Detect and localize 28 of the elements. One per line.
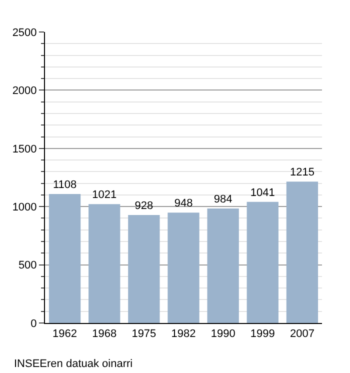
y-tick-label: 2500	[12, 26, 37, 39]
data-label: 1108	[52, 179, 77, 192]
data-label: 1215	[290, 166, 314, 179]
x-tick-label: 1975	[132, 328, 156, 340]
y-tick-label: 2000	[12, 85, 37, 98]
x-tick-label: 1982	[171, 328, 196, 340]
bar	[128, 214, 160, 323]
y-tick-label: 0	[30, 318, 37, 330]
bar	[207, 208, 239, 323]
x-tick-label: 2007	[290, 328, 314, 340]
data-label: 928	[134, 200, 154, 212]
y-tick-label: 1000	[12, 201, 37, 214]
data-label: 1041	[250, 186, 275, 199]
data-label: 1021	[92, 189, 117, 202]
text: INSEEren datuak oinarri	[14, 358, 133, 370]
x-tick-label: 1990	[210, 328, 236, 340]
y-tick-label: 1500	[12, 143, 37, 156]
x-tick-label: 1999	[250, 328, 275, 340]
data-label: 948	[174, 198, 193, 210]
bar	[246, 202, 278, 323]
bar	[88, 204, 120, 323]
bar	[48, 194, 81, 323]
y-tick-label: 500	[18, 260, 37, 272]
x-tick-label: 1962	[52, 328, 78, 340]
data-label: 984	[214, 193, 232, 206]
bar	[168, 212, 200, 323]
bar	[286, 182, 318, 323]
x-tick-label: 1968	[92, 328, 117, 340]
